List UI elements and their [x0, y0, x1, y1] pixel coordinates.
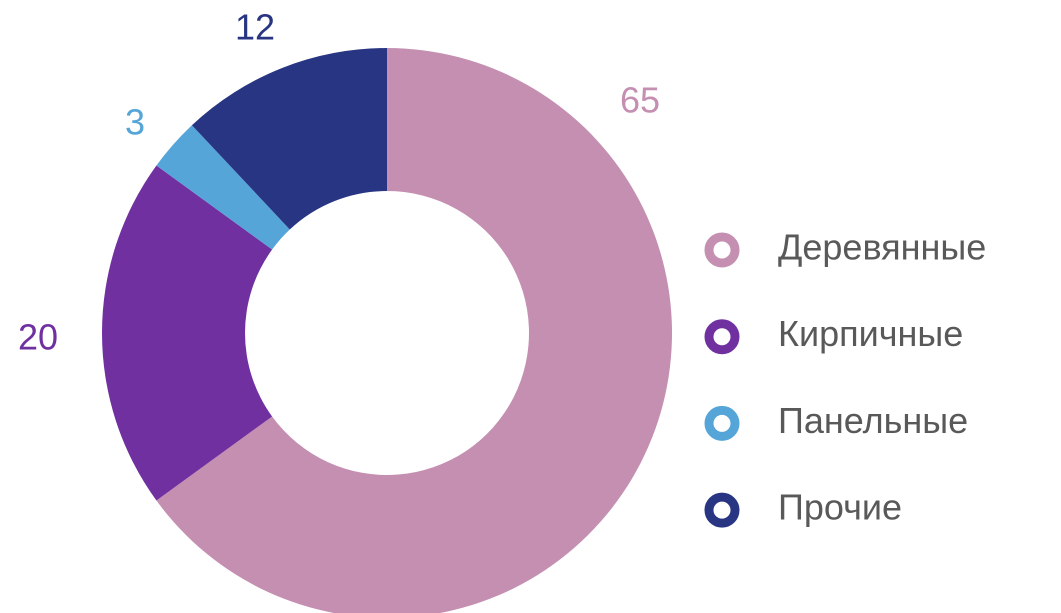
legend-marker: [704, 405, 740, 441]
legend-label: Деревянные: [778, 227, 986, 268]
data-label: 3: [125, 102, 145, 143]
legend-label: Кирпичные: [778, 313, 963, 354]
legend-label: Прочие: [778, 487, 902, 528]
legend-marker: [704, 319, 740, 355]
donut-segment: [101, 165, 273, 501]
legend-label: Панельные: [778, 400, 968, 441]
legend-marker: [704, 232, 740, 268]
donut-segment: [191, 48, 387, 230]
data-label: 20: [18, 317, 58, 358]
donut-segment: [156, 48, 672, 613]
data-label: 12: [235, 7, 275, 48]
legend-marker: [704, 492, 740, 528]
donut-segment: [156, 125, 290, 250]
data-label: 65: [620, 80, 660, 121]
